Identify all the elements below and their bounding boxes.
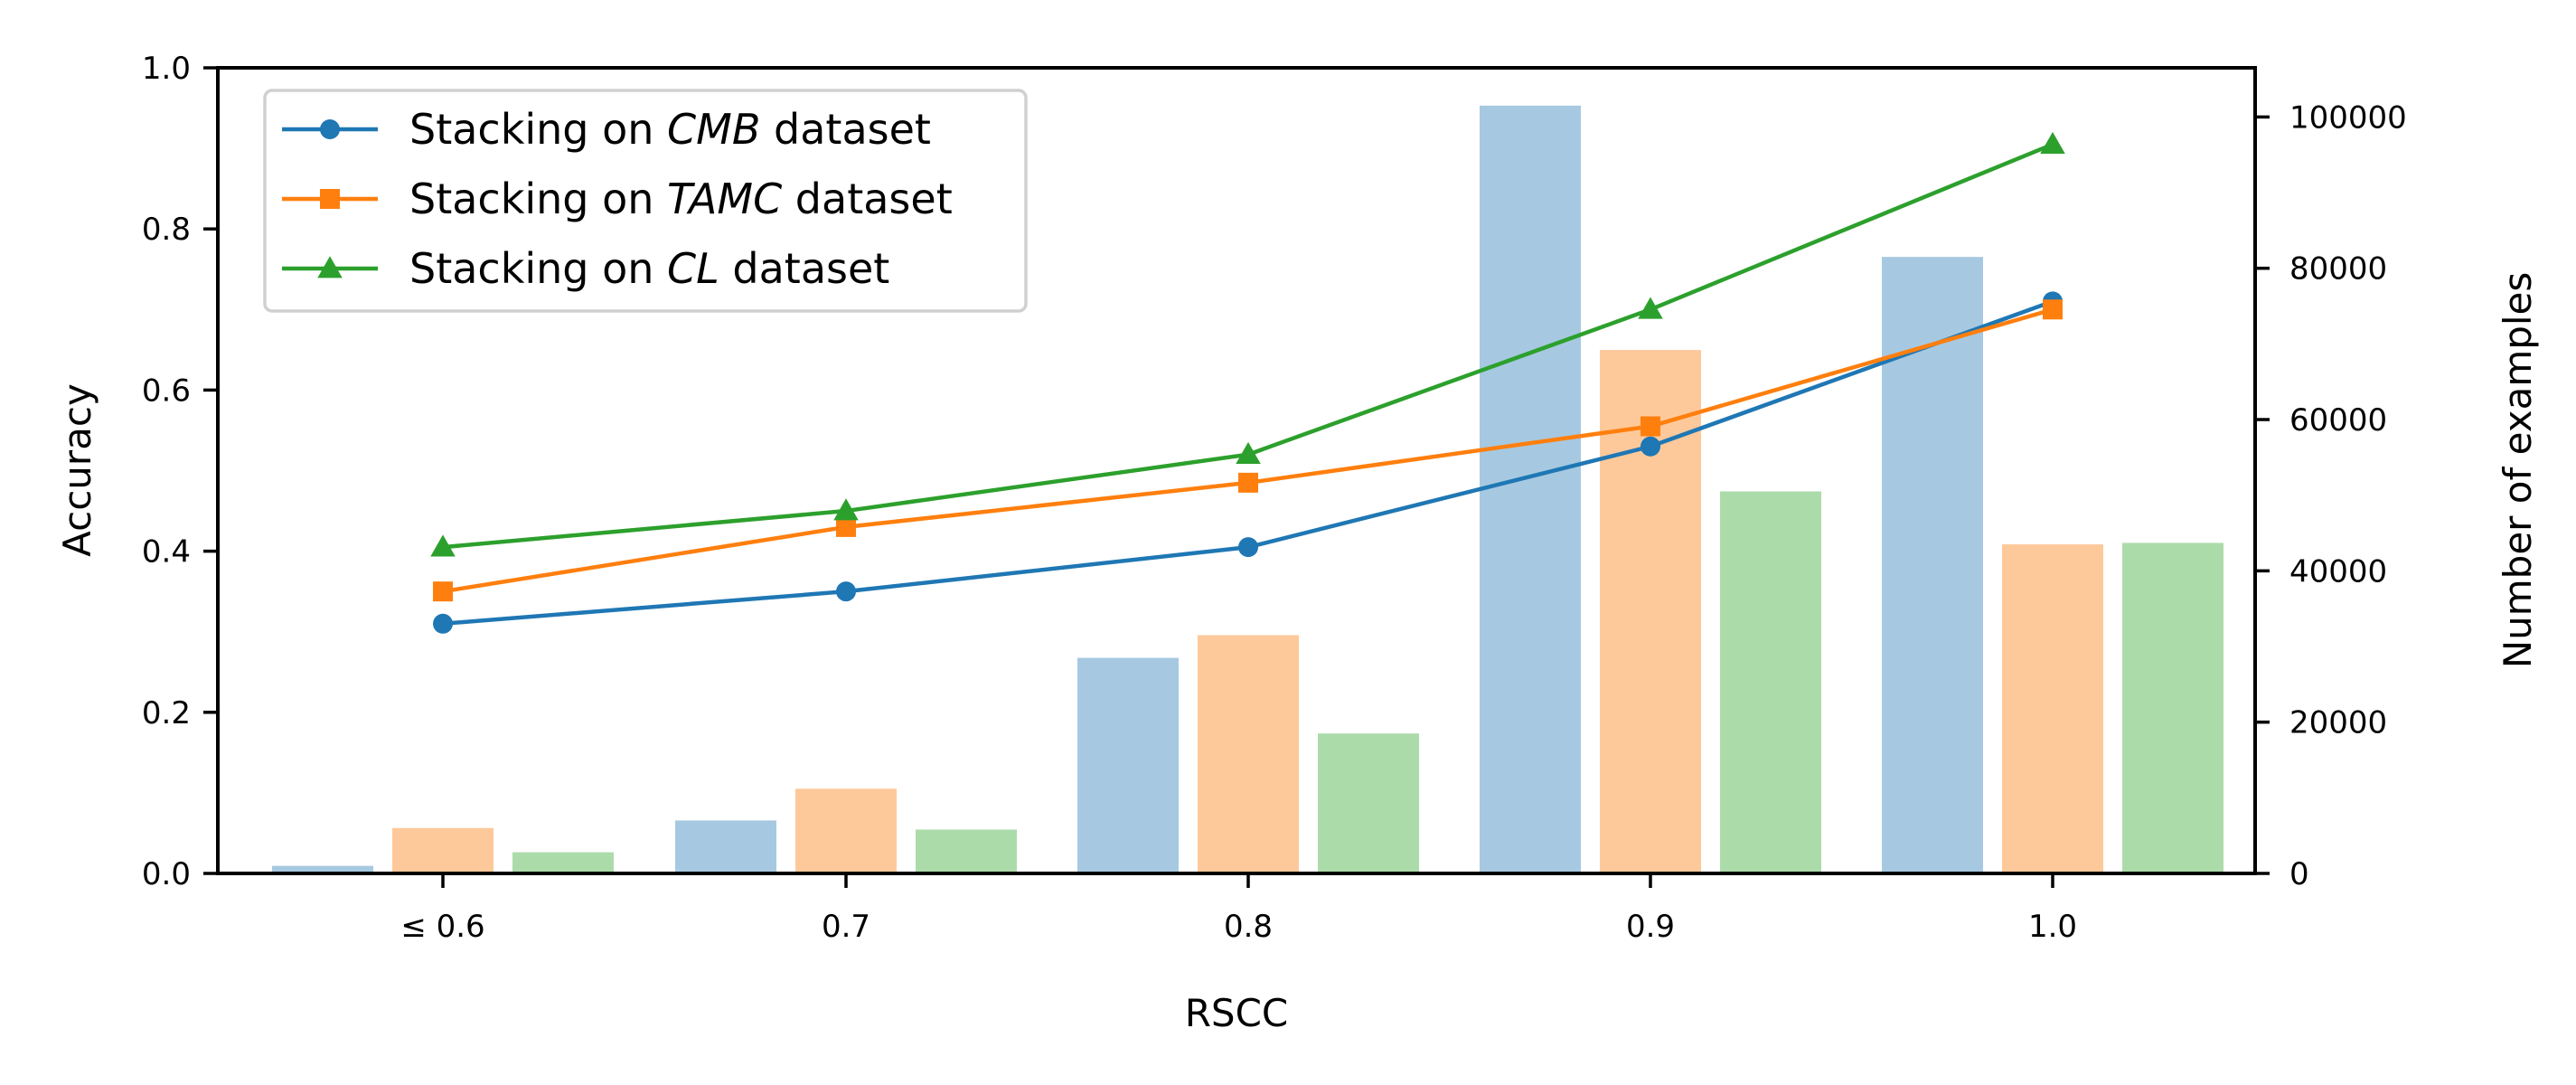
- data-point: [2040, 131, 2065, 154]
- legend-label: Stacking on CMB dataset: [409, 105, 931, 154]
- right-y-tick-label: 100000: [2289, 99, 2407, 136]
- left-y-tick-label: 0.2: [142, 695, 191, 731]
- data-point: [317, 256, 343, 278]
- bar: [392, 827, 494, 873]
- left-y-tick-label: 0.8: [142, 212, 191, 248]
- data-point: [836, 516, 856, 537]
- data-point: [433, 581, 453, 602]
- right-y-tick-label: 20000: [2289, 705, 2387, 741]
- bar: [795, 788, 897, 873]
- bar: [2122, 542, 2223, 873]
- bar: [675, 820, 776, 873]
- bar: [1198, 635, 1299, 873]
- data-point: [1238, 472, 1258, 493]
- left-y-tick-label: 0.0: [142, 856, 191, 892]
- bar: [512, 852, 614, 873]
- data-point: [836, 581, 856, 602]
- tick-layer: ≤ 0.6 0.7 0.8 0.9 1.0 0.0 0.2 0.4 0.6 0.8 1.0 0 2000…: [142, 51, 2407, 945]
- left-y-tick-label: 1.0: [142, 51, 191, 87]
- x-tick-label: 0.7: [822, 909, 870, 945]
- data-point: [433, 613, 453, 634]
- bar: [272, 865, 373, 873]
- data-point: [1641, 416, 1660, 437]
- data-point: [1638, 297, 1663, 319]
- x-axis-label: RSCC: [1185, 991, 1289, 1035]
- right-y-tick-label: 80000: [2289, 251, 2387, 288]
- data-point: [430, 534, 456, 557]
- left-y-tick-label: 0.6: [142, 373, 191, 409]
- legend-label: Stacking on CL dataset: [409, 244, 889, 293]
- data-point: [320, 119, 340, 139]
- right-y-axis-label: Number of examples: [2496, 272, 2540, 669]
- legend: Stacking on CMB dataset Stacking on TAMC …: [263, 89, 1028, 313]
- bar: [2002, 544, 2103, 873]
- bar: [1077, 657, 1179, 873]
- legend-frame: [263, 89, 1028, 313]
- x-tick-label: 0.8: [1224, 909, 1273, 945]
- bar: [1318, 733, 1419, 873]
- plot-frame: [216, 66, 2257, 875]
- right-y-tick-label: 0: [2289, 856, 2309, 892]
- left-y-tick-label: 0.4: [142, 534, 191, 571]
- bar: [1720, 491, 1821, 873]
- data-point: [1641, 436, 1660, 457]
- left-y-axis-label: Accuracy: [55, 383, 99, 557]
- data-point: [320, 189, 340, 209]
- legend-label: Stacking on TAMC dataset: [409, 175, 953, 223]
- data-point: [2043, 299, 2063, 320]
- x-tick-label: 1.0: [2028, 909, 2077, 945]
- data-point: [833, 498, 859, 521]
- right-y-tick-label: 60000: [2289, 402, 2387, 439]
- line-layer: [430, 131, 2065, 634]
- bar: [916, 829, 1017, 873]
- right-y-tick-label: 40000: [2289, 553, 2387, 590]
- bar: [1882, 257, 1983, 874]
- bar-layer: [272, 105, 2223, 874]
- x-tick-label: 0.9: [1626, 909, 1675, 945]
- bar: [1480, 105, 1581, 873]
- x-tick-label: ≤ 0.6: [400, 909, 484, 945]
- data-point: [1238, 537, 1258, 558]
- data-point: [1236, 441, 1261, 464]
